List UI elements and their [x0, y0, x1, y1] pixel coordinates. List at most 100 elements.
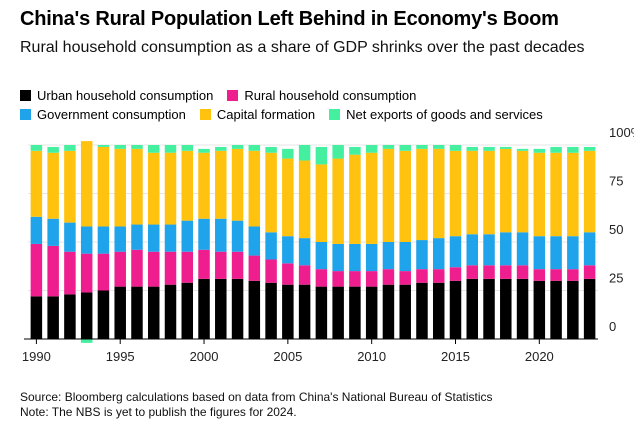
y-tick-label-50: 50	[609, 222, 623, 237]
bar-2023-rural-household-consumption	[583, 265, 596, 279]
bar-1996-rural-household-consumption	[131, 249, 143, 287]
bar-2011-rural-household-consumption	[382, 269, 395, 285]
bar-2016-rural-household-consumption	[466, 265, 479, 279]
bar-1991-urban-household-consumption	[47, 296, 59, 339]
bar-1990-urban-household-consumption	[30, 296, 43, 339]
bar-2021-urban-household-consumption	[550, 280, 562, 339]
chart-subtitle: Rural household consumption as a share o…	[20, 39, 585, 56]
bar-1991-net-exports-of-goods-and-services	[47, 146, 59, 153]
bar-2008-net-exports-of-goods-and-services	[332, 145, 344, 159]
legend-row-2: Government consumption Capital formation…	[20, 105, 620, 124]
bar-1991-rural-household-consumption	[47, 245, 59, 297]
legend-item-rural: Rural household consumption	[227, 86, 416, 105]
bar-2017-urban-household-consumption	[483, 278, 495, 339]
bar-2008-rural-household-consumption	[332, 271, 344, 287]
bar-2006-government-consumption	[298, 238, 311, 266]
legend-row-1: Urban household consumption Rural househ…	[20, 86, 620, 105]
bar-2012-rural-household-consumption	[399, 271, 411, 285]
bar-2015-rural-household-consumption	[449, 267, 462, 281]
bar-2004-government-consumption	[265, 232, 277, 260]
bar-2003-government-consumption	[248, 226, 261, 256]
bar-1990-government-consumption	[30, 216, 43, 244]
bar-2005-rural-household-consumption	[282, 263, 294, 285]
bar-1999-urban-household-consumption	[181, 282, 194, 339]
bar-1992-government-consumption	[64, 222, 76, 252]
legend-label-capital: Capital formation	[216, 107, 316, 122]
bar-2001-net-exports-of-goods-and-services	[215, 146, 227, 151]
bar-2015-government-consumption	[449, 236, 462, 268]
bar-2019-government-consumption	[516, 232, 529, 266]
bar-2014-capital-formation	[432, 148, 445, 239]
bar-2022-urban-household-consumption	[567, 280, 579, 339]
x-tick-label-2015: 2015	[441, 349, 470, 364]
legend: Urban household consumption Rural househ…	[20, 86, 620, 124]
gridlines	[28, 144, 598, 291]
bar-1999-net-exports-of-goods-and-services	[181, 145, 194, 151]
legend-swatch-government	[20, 109, 31, 120]
bar-2022-rural-household-consumption	[567, 269, 579, 281]
bar-2014-rural-household-consumption	[432, 269, 445, 283]
bar-1993-rural-household-consumption	[80, 253, 93, 293]
bar-2017-net-exports-of-goods-and-services	[483, 146, 495, 151]
bar-2017-capital-formation	[483, 150, 495, 235]
bar-1995-urban-household-consumption	[114, 286, 126, 339]
bar-2006-capital-formation	[298, 160, 311, 239]
bar-1994-rural-household-consumption	[97, 253, 110, 291]
bar-2001-urban-household-consumption	[215, 278, 227, 339]
bar-2018-net-exports-of-goods-and-services	[500, 146, 512, 149]
bar-2010-government-consumption	[365, 243, 378, 272]
bar-2005-government-consumption	[282, 236, 294, 264]
legend-swatch-net-exports	[329, 109, 341, 120]
bar-2018-rural-household-consumption	[500, 265, 512, 279]
x-tick-label-1990: 1990	[22, 349, 51, 364]
bar-2009-rural-household-consumption	[349, 271, 361, 287]
bar-2004-rural-household-consumption	[265, 259, 277, 283]
y-tick-label-100: 100%	[609, 125, 634, 140]
bar-2007-government-consumption	[315, 242, 328, 270]
x-axis-ticks: 1990 1995 2000 2005 2010 2015 2020	[22, 339, 554, 364]
bar-2013-capital-formation	[416, 148, 428, 241]
bar-2011-net-exports-of-goods-and-services	[382, 145, 395, 149]
bar-2007-rural-household-consumption	[315, 269, 328, 287]
footnotes: Source: Bloomberg calculations based on …	[20, 390, 493, 420]
bar-1999-rural-household-consumption	[181, 251, 194, 283]
bar-1992-urban-household-consumption	[64, 294, 76, 339]
bar-2023-net-exports-of-goods-and-services	[583, 146, 596, 151]
bar-1996-government-consumption	[131, 224, 143, 250]
bar-2001-government-consumption	[215, 218, 227, 252]
bar-2000-government-consumption	[198, 218, 210, 250]
bar-1997-government-consumption	[147, 224, 160, 252]
bar-1993-urban-household-consumption	[80, 292, 93, 339]
bar-2007-urban-household-consumption	[315, 286, 328, 339]
bar-2019-rural-household-consumption	[516, 265, 529, 279]
bar-2000-urban-household-consumption	[198, 278, 210, 339]
bar-2022-capital-formation	[567, 152, 579, 237]
bar-2006-urban-household-consumption	[298, 284, 311, 339]
bar-1992-rural-household-consumption	[64, 251, 76, 295]
bar-1990-rural-household-consumption	[30, 243, 43, 297]
bar-2006-net-exports-of-goods-and-services	[298, 145, 311, 161]
bar-2000-capital-formation	[198, 152, 210, 219]
bar-2003-capital-formation	[248, 150, 261, 227]
bar-1997-capital-formation	[147, 152, 160, 225]
y-tick-label-0: 0	[609, 319, 616, 334]
bar-2022-government-consumption	[567, 236, 579, 270]
bar-2023-urban-household-consumption	[583, 278, 596, 339]
bar-1994-government-consumption	[97, 226, 110, 254]
bar-2002-urban-household-consumption	[231, 278, 244, 339]
y-tick-label-25: 25	[609, 271, 623, 286]
bar-1998-government-consumption	[164, 224, 177, 252]
nbs-note: Note: The NBS is yet to publish the figu…	[20, 405, 297, 419]
bar-2004-net-exports-of-goods-and-services	[265, 146, 277, 153]
bar-2003-net-exports-of-goods-and-services	[248, 145, 261, 151]
bar-1995-rural-household-consumption	[114, 251, 126, 287]
bar-2014-net-exports-of-goods-and-services	[432, 145, 445, 149]
bar-2002-rural-household-consumption	[231, 251, 244, 279]
bar-2009-urban-household-consumption	[349, 286, 361, 339]
bar-2015-net-exports-of-goods-and-services	[449, 145, 462, 151]
legend-label-net-exports: Net exports of goods and services	[346, 107, 543, 122]
bar-2014-urban-household-consumption	[432, 282, 445, 339]
bar-1997-net-exports-of-goods-and-services	[147, 145, 160, 153]
bar-2016-government-consumption	[466, 234, 479, 266]
bar-2009-capital-formation	[349, 154, 361, 244]
